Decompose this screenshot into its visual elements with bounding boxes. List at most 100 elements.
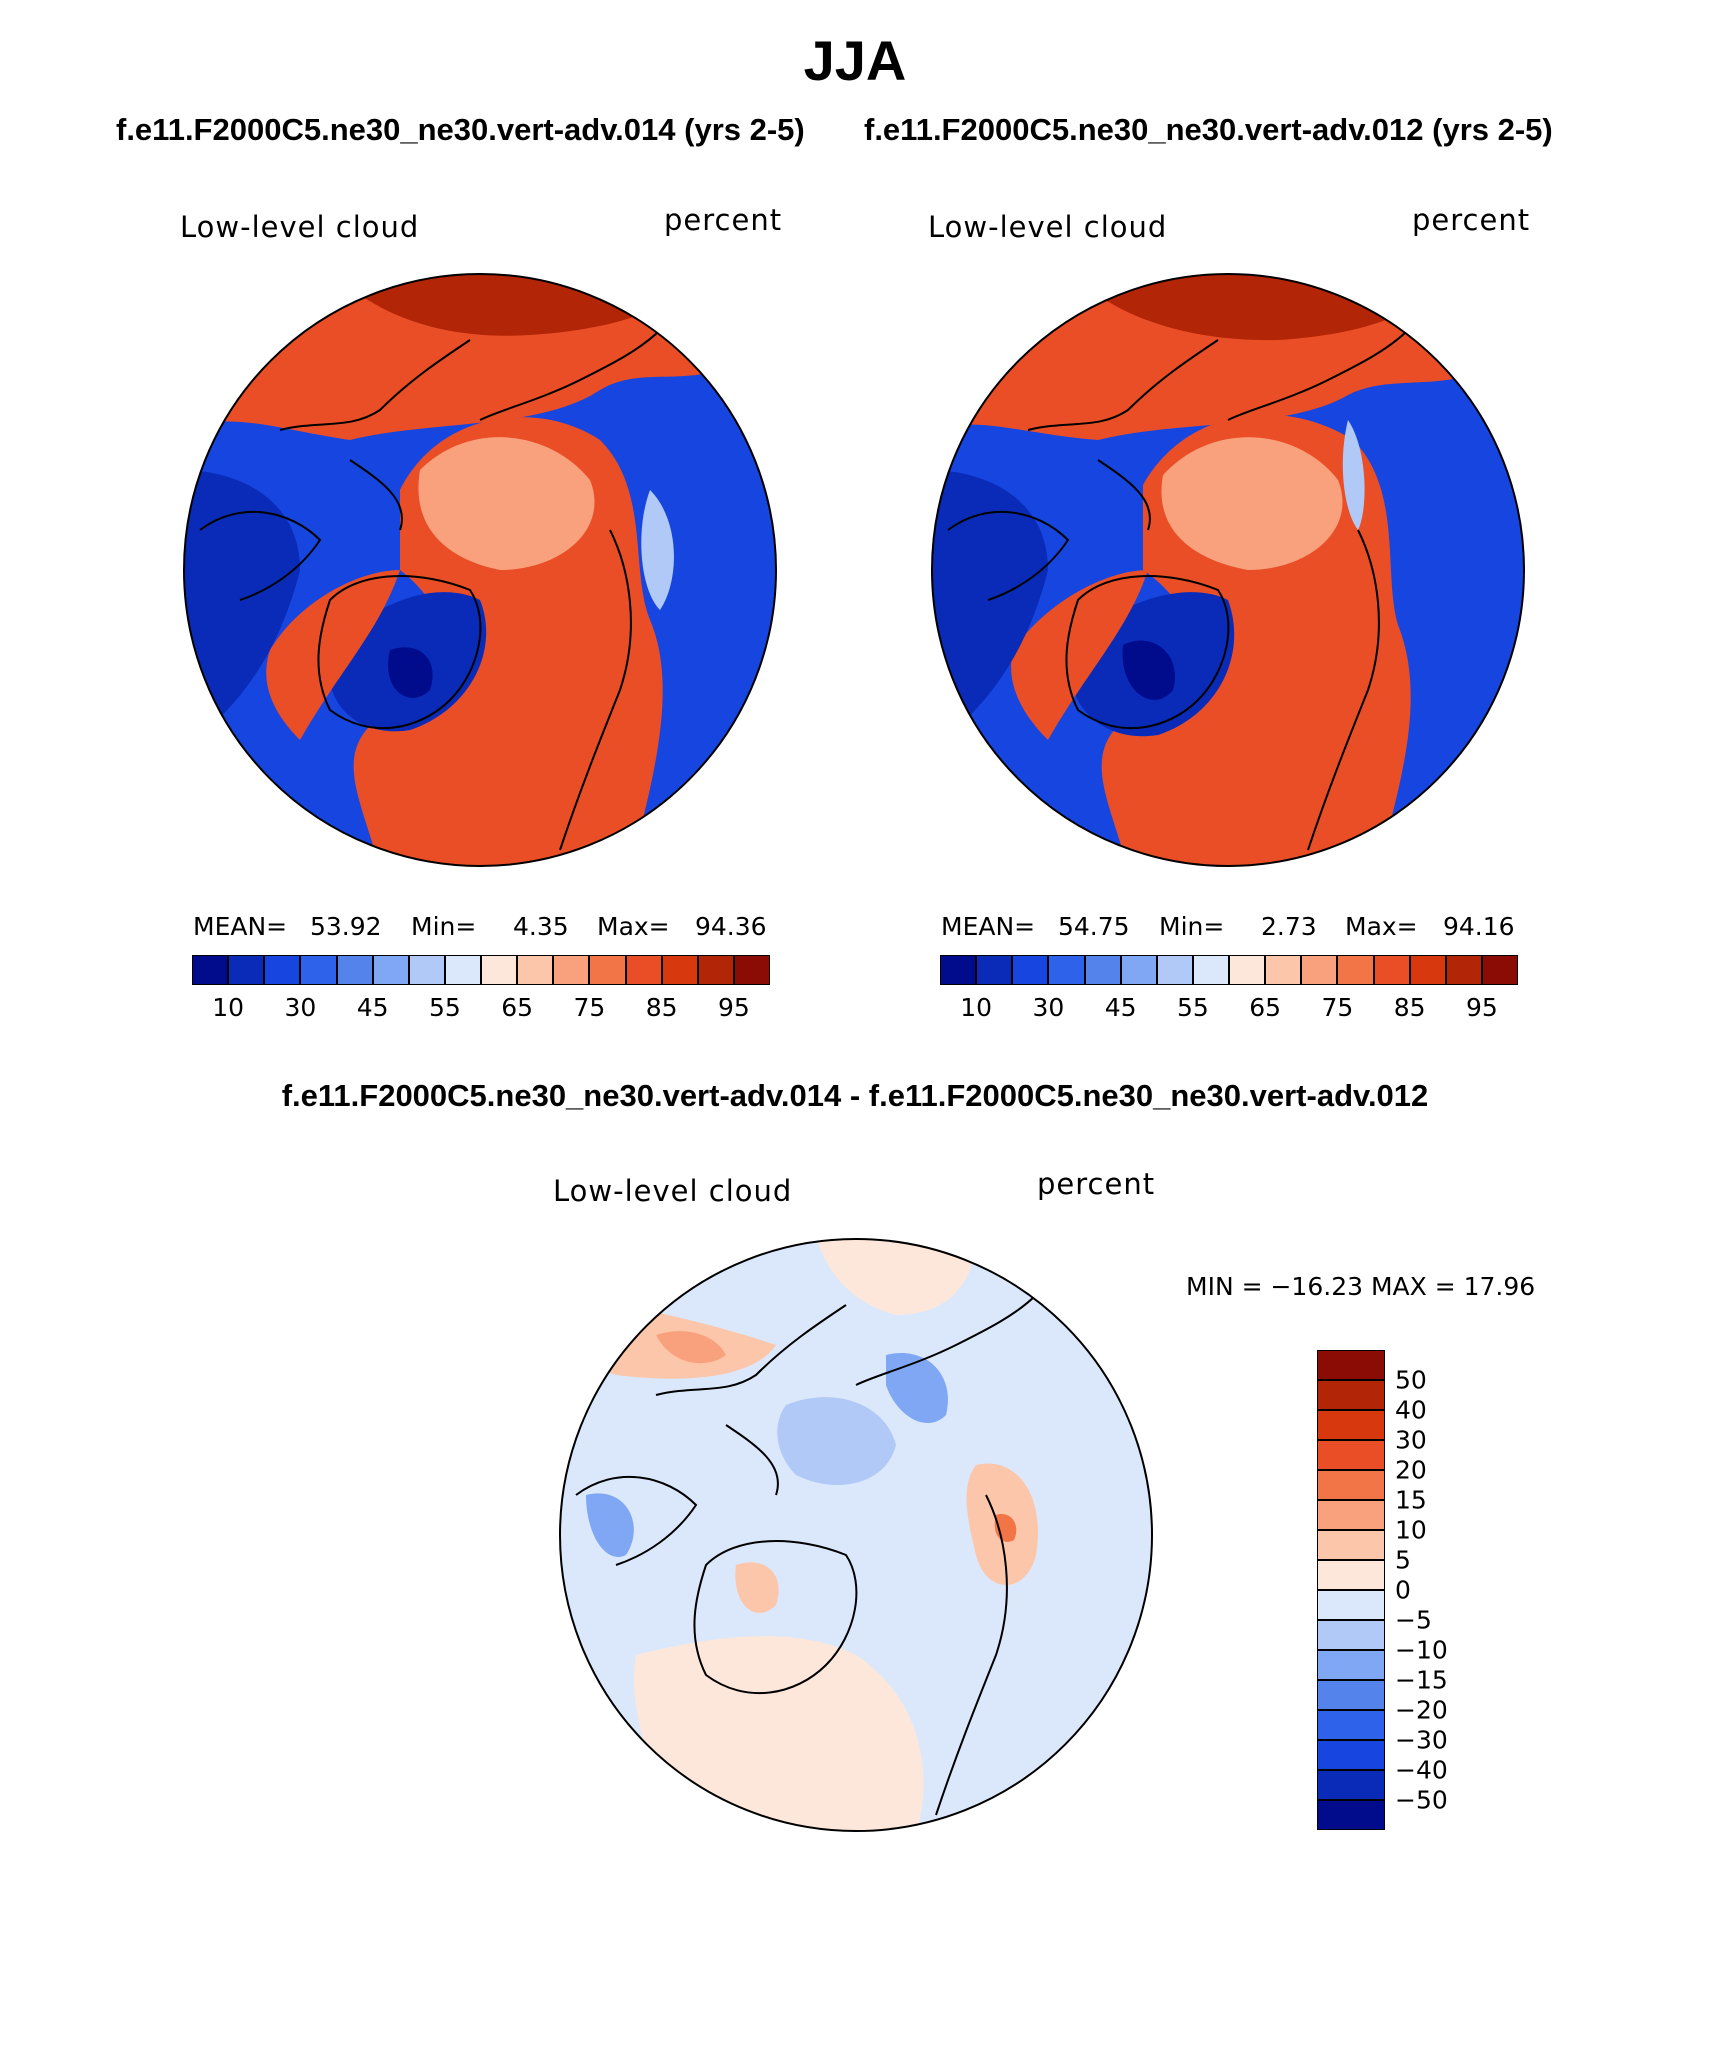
colorbar-tick-label: 45 — [1104, 993, 1137, 1022]
colorbar-tick-label: 20 — [1395, 1455, 1427, 1485]
map1-coastline-d — [559, 529, 632, 851]
panel1-mean-value: 53.92 — [310, 912, 382, 941]
colorbar-box — [1317, 1470, 1385, 1500]
colorbar-box — [976, 955, 1013, 985]
colorbar-tick-label: −10 — [1395, 1635, 1448, 1665]
colorbar-panel-3 — [1317, 1350, 1385, 1830]
panel2-min-value: 2.73 — [1261, 912, 1317, 941]
colorbar-tick-label: 0 — [1395, 1575, 1411, 1605]
map3-coastline-b — [693, 1540, 858, 1695]
panel1-units-label: percent — [664, 203, 783, 237]
map2-canada-band — [1011, 570, 1148, 740]
colorbar-tick-label: 55 — [428, 993, 461, 1022]
map3-neg-west — [586, 1493, 634, 1557]
panel1-max-label: Max= — [597, 912, 670, 941]
colorbar-box — [1084, 955, 1121, 985]
colorbar-tick-label: 30 — [1395, 1425, 1427, 1455]
colorbar-box — [1317, 1440, 1385, 1470]
colorbar-panel-3-ticks: 50 40 30 20 15 10 5 0 −5 −10 −15 −20 −30 −40 −50 — [1395, 1350, 1475, 1830]
colorbar-tick-label: 75 — [1321, 993, 1354, 1022]
map1-coastline-c — [199, 459, 403, 601]
colorbar-tick-label: 40 — [1395, 1395, 1427, 1425]
map1-frame — [183, 273, 777, 867]
colorbar-tick-label: 75 — [573, 993, 606, 1022]
colorbar-box — [1317, 1620, 1385, 1650]
colorbar-tick-label: 10 — [1395, 1515, 1427, 1545]
colorbar-tick-label: 65 — [501, 993, 534, 1022]
colorbar-box — [1317, 1350, 1385, 1380]
colorbar-tick-label: 15 — [1395, 1485, 1427, 1515]
map3-pos-atlantic — [634, 1636, 924, 1831]
colorbar-box — [625, 955, 662, 985]
colorbar-panel-1-ticks: 10 30 45 55 65 75 85 95 — [192, 993, 770, 1023]
colorbar-tick-label: 45 — [356, 993, 389, 1022]
figure-title: JJA — [803, 29, 907, 92]
map1-coastline-b — [317, 575, 482, 730]
colorbar-box — [481, 955, 518, 985]
colorbar-panel-2-ticks: 10 30 45 55 65 75 85 95 — [940, 993, 1518, 1023]
colorbar-box — [1317, 1650, 1385, 1680]
colorbar-box — [264, 955, 301, 985]
map2-coastline-c — [947, 459, 1151, 601]
map3-neg-center — [777, 1397, 896, 1485]
colorbar-box — [940, 955, 977, 985]
colorbar-box — [589, 955, 626, 985]
colorbar-box — [1048, 955, 1085, 985]
map1-canada-band — [266, 570, 400, 740]
colorbar-box — [1317, 1770, 1385, 1800]
colorbar-box — [1481, 955, 1518, 985]
colorbar-box — [1317, 1800, 1385, 1830]
colorbar-box — [444, 955, 481, 985]
colorbar-tick-label: −15 — [1395, 1665, 1448, 1695]
map2-coastline-a — [1027, 329, 1409, 431]
map1-arctic-light — [418, 437, 595, 570]
colorbar-box — [1192, 955, 1229, 985]
colorbar-panel-2 — [940, 955, 1518, 985]
panel-header-right: f.e11.F2000C5.ne30_ne30.vert-adv.012 (yr… — [864, 112, 1553, 147]
panel3-units-label: percent — [1037, 1167, 1156, 1201]
colorbar-box — [1265, 955, 1302, 985]
colorbar-tick-label: 30 — [1032, 993, 1065, 1022]
colorbar-tick-label: 85 — [1393, 993, 1426, 1022]
map-panel-1 — [183, 273, 777, 867]
panel3-variable-label: Low-level cloud — [553, 1174, 793, 1208]
colorbar-box — [1317, 1680, 1385, 1710]
map2-west-field — [932, 470, 1048, 750]
colorbar-box — [1156, 955, 1193, 985]
colorbar-tick-label: −20 — [1395, 1695, 1448, 1725]
map2-coastline-b — [1065, 575, 1230, 730]
map2-frame — [931, 273, 1525, 867]
colorbar-box — [408, 955, 445, 985]
colorbar-box — [1317, 1380, 1385, 1410]
colorbar-box — [372, 955, 409, 985]
colorbar-box — [1229, 955, 1266, 985]
map3-coastline-c — [575, 1424, 779, 1566]
panel2-mean-value: 54.75 — [1058, 912, 1130, 941]
colorbar-tick-label: −5 — [1395, 1605, 1432, 1635]
panel2-mean-label: MEAN= — [941, 912, 1036, 941]
panel2-min-label: Min= — [1159, 912, 1225, 941]
map1-light-band — [641, 490, 674, 610]
map-panel-3 — [559, 1238, 1153, 1832]
map1-coastline-a — [279, 329, 661, 431]
colorbar-box — [1012, 955, 1049, 985]
panel2-max-value: 94.16 — [1443, 912, 1515, 941]
map-panel-2 — [931, 273, 1525, 867]
colorbar-tick-label: −50 — [1395, 1785, 1448, 1815]
map2-light-band — [1342, 420, 1365, 530]
colorbar-box — [300, 955, 337, 985]
panel2-units-label: percent — [1412, 203, 1531, 237]
colorbar-box — [1317, 1500, 1385, 1530]
map3-pos-pacific-core — [656, 1331, 726, 1364]
map3-coastline-d — [935, 1494, 1008, 1816]
colorbar-tick-label: −40 — [1395, 1755, 1448, 1785]
colorbar-box — [1317, 1710, 1385, 1740]
colorbar-tick-label: 5 — [1395, 1545, 1411, 1575]
colorbar-tick-label: 95 — [1465, 993, 1498, 1022]
colorbar-box — [517, 955, 554, 985]
colorbar-box — [697, 955, 734, 985]
colorbar-tick-label: −30 — [1395, 1725, 1448, 1755]
colorbar-box — [1317, 1560, 1385, 1590]
map3-pos-greenland — [735, 1562, 779, 1613]
colorbar-tick-label: 95 — [717, 993, 750, 1022]
